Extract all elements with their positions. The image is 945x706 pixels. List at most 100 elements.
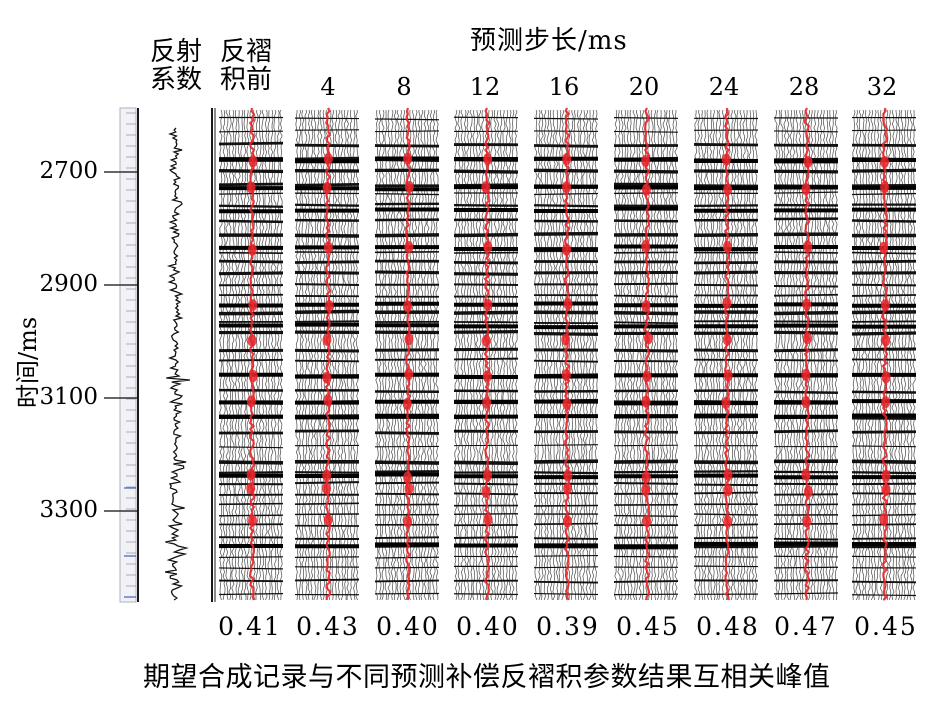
- reflector-event: [294, 320, 360, 323]
- synthetic-peak: [803, 240, 813, 253]
- trace-wiggle: [656, 109, 660, 601]
- reflector-event: [851, 129, 917, 132]
- reflector-event: [693, 283, 759, 287]
- reflector-event: [533, 144, 599, 148]
- reflector-event: [533, 537, 599, 540]
- synthetic-peak: [563, 482, 573, 495]
- synthetic-peak: [322, 371, 332, 384]
- trace-wiggle: [381, 109, 385, 601]
- trace-wiggle: [457, 109, 461, 601]
- trace-wiggle: [861, 109, 865, 601]
- trace-wiggle: [739, 109, 743, 601]
- trace-wiggle: [715, 109, 719, 601]
- synthetic-peak: [248, 299, 258, 312]
- synthetic-peak: [803, 155, 813, 168]
- trace-wiggle: [384, 110, 388, 601]
- synthetic-peak: [562, 181, 572, 194]
- trace-wiggle: [393, 109, 397, 601]
- trace-wiggle: [396, 109, 400, 601]
- synthetic-peak: [483, 153, 493, 166]
- synthetic-peak: [404, 368, 414, 381]
- step-label: 4: [320, 73, 336, 101]
- reflector-event: [533, 566, 599, 569]
- synthetic-peak: [322, 181, 332, 194]
- synthetic-peak: [404, 241, 414, 254]
- trace-wiggle: [888, 109, 892, 601]
- synthetic-peak: [246, 181, 256, 194]
- pre-decon-header: 反褶 积前: [220, 38, 272, 94]
- synthetic-peak: [323, 513, 333, 526]
- trace-wiggle: [745, 109, 749, 601]
- reflector-event: [851, 331, 917, 336]
- reflector-event: [374, 130, 440, 133]
- peak-value: 0.47: [774, 612, 838, 641]
- trace-wiggle: [813, 110, 817, 601]
- synthetic-peak: [481, 485, 491, 498]
- reflector-event: [851, 320, 917, 323]
- synthetic-peak: [322, 333, 332, 346]
- trace-wiggle: [469, 109, 473, 601]
- trace-wiggle: [475, 110, 479, 601]
- reflector-event: [773, 284, 839, 288]
- trace-wiggle: [798, 109, 802, 601]
- trace-wiggle: [629, 109, 633, 601]
- peak-value: 0.43: [296, 612, 360, 641]
- step-label: 20: [628, 73, 660, 101]
- step-axis-title: 预测步长/ms: [470, 26, 628, 56]
- synthetic-peak: [642, 370, 652, 383]
- trace-wiggle: [496, 109, 500, 601]
- trace-wiggle: [834, 109, 838, 601]
- reflector-event: [613, 310, 679, 316]
- synthetic-peak: [481, 181, 491, 194]
- synthetic-peak: [402, 397, 412, 410]
- trace-wiggle: [742, 109, 746, 601]
- synthetic-peak: [642, 514, 652, 527]
- reflector-event: [218, 271, 284, 276]
- trace-wiggle: [736, 109, 740, 601]
- trace-wiggle: [466, 109, 470, 601]
- synthetic-peak: [482, 370, 492, 383]
- reflector-event: [533, 580, 599, 584]
- synthetic-peak: [801, 468, 811, 481]
- synthetic-peak: [721, 396, 731, 409]
- synthetic-peak: [721, 153, 731, 166]
- gather-panel: [613, 107, 679, 601]
- trace-wiggle: [620, 109, 624, 601]
- trace-wiggle: [659, 109, 663, 601]
- synthetic-peak: [641, 300, 651, 313]
- step-label: 16: [548, 73, 580, 101]
- trace-wiggle: [891, 109, 895, 601]
- trace-wiggle: [906, 109, 910, 601]
- trace-wiggle: [570, 109, 574, 601]
- reflector-event: [613, 348, 679, 353]
- trace-wiggle: [493, 109, 497, 601]
- trace-wiggle: [894, 109, 898, 601]
- trace-wiggle: [653, 109, 657, 601]
- trace-wiggle: [429, 109, 433, 601]
- trace-wiggle: [638, 109, 642, 601]
- trace-wiggle: [712, 109, 716, 601]
- synthetic-peak: [563, 297, 573, 310]
- synthetic-peak: [246, 395, 256, 408]
- synthetic-peak: [246, 482, 256, 495]
- gather-panel: [453, 107, 519, 601]
- synthetic-peak: [880, 155, 890, 168]
- trace-wiggle: [454, 109, 458, 601]
- trace-wiggle: [508, 109, 512, 601]
- step-label: 8: [396, 73, 412, 101]
- trace-wiggle: [585, 109, 589, 601]
- gather-panel: [773, 107, 839, 601]
- trace-wiggle: [825, 109, 829, 601]
- trace-wiggle: [792, 109, 796, 601]
- trace-wiggle: [706, 109, 710, 601]
- step-label: 32: [866, 73, 898, 101]
- trace-wiggle: [626, 109, 630, 601]
- synthetic-peak: [723, 369, 733, 382]
- trace-wiggle: [387, 109, 391, 601]
- reflector-event: [613, 219, 679, 223]
- trace-wiggle: [576, 109, 580, 601]
- synthetic-peak: [403, 152, 413, 165]
- trace-wiggle: [789, 109, 793, 601]
- trace-wiggle: [816, 109, 820, 601]
- reflector-event: [851, 294, 917, 297]
